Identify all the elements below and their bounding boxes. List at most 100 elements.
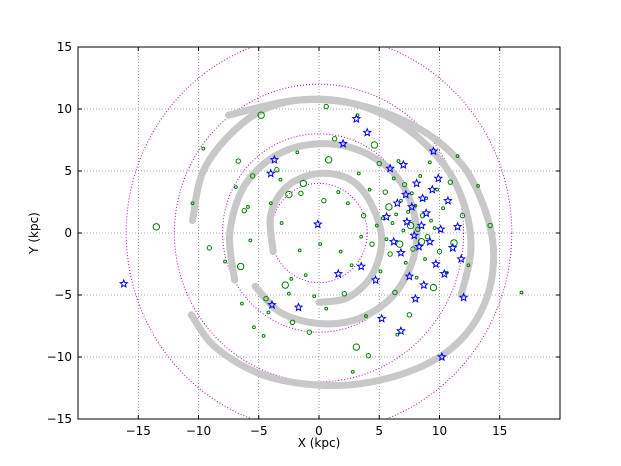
circle-point [391,176,396,181]
circle-point [432,226,437,230]
circle-point [289,276,294,281]
star-point [414,241,424,251]
star-point [437,351,447,362]
star-point [421,208,432,218]
star-point [428,146,439,156]
circle-point [324,306,329,311]
y-tick-label: 5 [64,164,72,178]
star-point [410,293,421,303]
circle-point [459,212,466,219]
star-point [381,211,392,222]
star-point [443,195,453,205]
circle-point [263,296,269,302]
star-point [435,224,446,234]
circle-point [246,205,250,209]
circle-point [295,150,300,155]
circle-point [392,289,398,296]
circle-point [331,136,338,142]
circle-point [390,221,395,225]
circle-point [223,259,227,264]
circle-point [394,212,399,217]
circle-point [369,241,375,247]
y-tick-label: 0 [64,226,72,240]
circle-point [252,325,256,330]
circle-point [261,334,266,338]
star-point [396,325,406,336]
circle-point [374,223,379,228]
star-point [398,159,409,169]
circle-point [201,146,206,151]
circle-point [378,269,383,274]
circle-point [248,238,253,243]
star-point [293,302,304,312]
circle-point [349,263,354,268]
star-point [392,198,403,208]
x-tick-label: −10 [186,424,211,438]
circle-point [278,177,283,182]
circle-point [206,245,213,251]
circle-point [233,185,238,190]
star-point [439,268,450,279]
circle-point [403,260,408,265]
circle-point [321,198,327,204]
circle-point [406,221,415,230]
circle-point [257,111,265,119]
circle-point [466,263,471,268]
star-point [417,193,428,203]
circle-point [346,201,350,206]
y-tick-label: −15 [47,412,72,426]
circle-point [376,160,382,167]
circle-point [241,207,247,214]
star-point [406,201,417,212]
star-point [362,127,373,137]
circle-point [152,223,161,231]
y-axis-label: Y (kpc) [27,212,41,255]
circle-point [418,174,423,178]
circle-point [356,171,361,176]
x-axis-ticks: −15 −10 −5 0 5 10 15 [126,47,507,438]
star-point [433,173,444,183]
star-point [409,230,420,240]
circle-point [423,257,427,261]
circle-point [367,187,372,192]
circle-point [435,187,439,192]
spiral-arms [187,95,498,390]
circle-point [297,248,302,253]
circle-point [360,212,367,219]
star-marker-series [118,113,469,362]
circle-point [441,206,446,211]
circle-point [289,319,296,325]
x-axis-label: X (kpc) [298,436,341,450]
circle-point [336,190,341,194]
star-point [416,220,427,230]
circle-point [239,301,244,306]
circle-point [424,234,431,240]
circle-point [401,228,406,233]
circle-point [409,191,414,196]
circle-point [341,291,348,297]
star-point [333,268,344,279]
star-point [312,219,323,229]
circle-point [323,103,329,110]
circle-point [395,332,400,337]
y-tick-label: −10 [47,350,72,364]
circle-point [338,249,343,254]
x-tick-label: 5 [375,424,383,438]
circle-point [429,218,433,223]
star-point [265,168,276,178]
circle-point [281,281,289,289]
circle-point [385,203,393,211]
star-point [431,258,441,269]
dotted-ring [173,83,465,383]
x-tick-label: 15 [492,424,507,438]
circle-point [318,242,323,247]
circle-point [352,343,361,351]
circle-point [396,240,404,248]
circle-point [190,201,195,206]
y-tick-label: −5 [54,288,72,302]
star-point [427,184,438,194]
star-point [356,261,367,271]
circle-point [365,353,372,359]
circle-point [519,290,524,295]
